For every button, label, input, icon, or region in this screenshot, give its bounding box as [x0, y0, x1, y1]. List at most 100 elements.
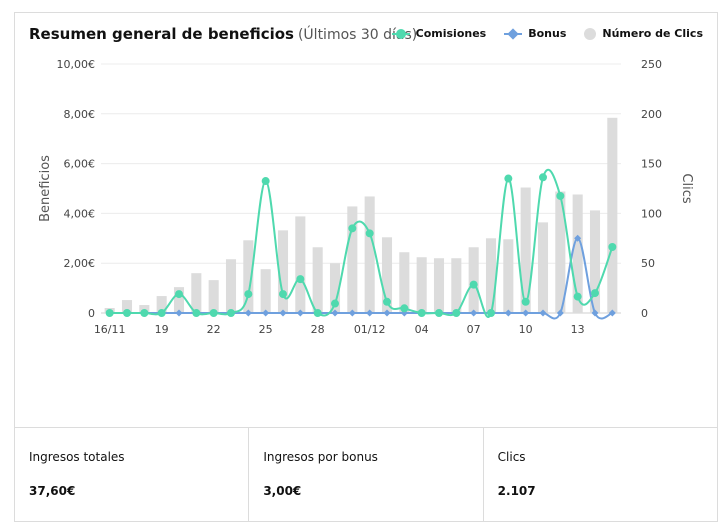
commissions-line [109, 168, 614, 318]
clicks-bar [347, 206, 358, 313]
clicks-bar [503, 239, 514, 313]
legend-commissions-label: Comisiones [415, 27, 487, 40]
bonus-point [279, 309, 287, 317]
y-tick-label: 4,00€ [64, 207, 96, 220]
y-tick-label: 0 [88, 307, 95, 320]
bonus-point [608, 309, 616, 317]
x-tick-label: 07 [467, 323, 481, 336]
metric-clicks: Clics 2.107 [484, 428, 717, 522]
commissions-point [365, 229, 374, 238]
commissions-point [608, 243, 617, 252]
clicks-bar [589, 210, 601, 313]
commissions-point [123, 309, 131, 317]
clicks-bar [260, 269, 271, 313]
y-tick-label: 2,00€ [64, 257, 96, 270]
legend-clicks-marker [584, 27, 597, 40]
clicks-bar [537, 222, 549, 313]
metric-value: 2.107 [497, 484, 536, 498]
clicks-bar [607, 117, 618, 313]
clicks-bar [173, 287, 185, 313]
bonus-point [296, 309, 304, 317]
x-tick-label: 10 [519, 323, 533, 336]
bonus-point [591, 309, 599, 317]
clicks-bar [485, 238, 497, 313]
clicks-bar [451, 258, 462, 313]
clicks-bar [364, 196, 375, 313]
bonus-point [556, 309, 564, 317]
bonus-point [331, 309, 339, 317]
y2-tick-label: 50 [641, 257, 655, 270]
commissions-point [209, 309, 218, 317]
commissions-point [573, 292, 582, 301]
commissions-point [105, 309, 114, 317]
y2-tick-label: 200 [641, 108, 662, 121]
x-tick-label: 28 [311, 323, 325, 336]
legend-item-bonus[interactable]: Bonus [504, 27, 566, 40]
bonus-point [383, 309, 391, 317]
clicks-bar [468, 247, 479, 313]
y2-axis-title: Clics [679, 173, 694, 203]
chart-legend: Comisiones Bonus Número de Clics [391, 27, 703, 40]
legend-item-commissions[interactable]: Comisiones [391, 27, 487, 40]
commissions-point [227, 309, 235, 317]
legend-clicks-label: Número de Clics [602, 27, 703, 40]
bonus-point [574, 234, 582, 242]
commissions-point [591, 289, 599, 298]
clicks-bar [225, 259, 237, 313]
clicks-bar [416, 257, 427, 313]
metric-bonus-income: Ingresos por bonus 3,00€ [249, 428, 484, 522]
commissions-point [244, 290, 253, 299]
x-tick-label: 19 [155, 323, 169, 336]
commissions-point [452, 309, 461, 317]
bonus-line [109, 237, 613, 320]
y-axis-title: Beneficios [38, 155, 53, 222]
legend-item-clicks[interactable]: Número de Clics [584, 27, 703, 40]
x-tick-label: 13 [571, 323, 585, 336]
legend-commissions-marker [391, 28, 410, 39]
commissions-point [279, 290, 287, 299]
clicks-bar [572, 194, 583, 313]
clicks-bar [156, 296, 167, 313]
x-tick-label: 25 [259, 323, 273, 336]
metric-label: Ingresos por bonus [263, 450, 378, 464]
clicks-bar [381, 237, 393, 313]
clicks-bar [191, 273, 202, 313]
bonus-point [348, 309, 356, 317]
legend-bonus-marker [504, 27, 523, 40]
bonus-point [175, 309, 183, 317]
card-subtitle: (Últimos 30 días) [297, 27, 418, 43]
commissions-point [521, 297, 530, 306]
commissions-point [331, 299, 339, 308]
commissions-point [417, 309, 426, 317]
commissions-point [469, 280, 478, 289]
metric-value: 3,00€ [263, 484, 302, 498]
clicks-bar [277, 230, 289, 313]
x-tick-label: 01/12 [354, 323, 386, 336]
commissions-point [140, 309, 149, 317]
bonus-point [539, 309, 547, 317]
commissions-point [487, 309, 495, 317]
clicks-bar [243, 240, 254, 313]
y2-tick-label: 0 [641, 307, 648, 320]
bonus-point [522, 309, 530, 317]
commissions-point [400, 304, 409, 313]
earnings-chart: 0 0 2,00€ 50 4,00€ 100 6,00€ 150 8,00€ 200 10,00€ 2… [38, 58, 694, 336]
commissions-point [261, 177, 270, 186]
metric-label: Clics [497, 450, 526, 464]
commissions-point [348, 224, 357, 233]
y2-tick-label: 100 [641, 207, 662, 220]
card-title: Resumen general de beneficios [29, 25, 294, 43]
clicks-bar [555, 191, 566, 313]
x-tick-label: 22 [207, 323, 221, 336]
y-tick-label: 6,00€ [64, 158, 96, 171]
commissions-point [175, 290, 183, 299]
card-header: Resumen general de beneficios (Últimos 30… [29, 24, 417, 43]
clicks-bar [399, 252, 410, 313]
y-tick-label: 10,00€ [57, 58, 96, 71]
x-tick-label: 16/11 [94, 323, 126, 336]
bonus-point [470, 309, 478, 317]
y2-tick-label: 150 [641, 158, 662, 171]
metric-value: 37,60€ [29, 484, 76, 498]
bonus-point [504, 309, 512, 317]
legend-bonus-label: Bonus [528, 27, 567, 40]
